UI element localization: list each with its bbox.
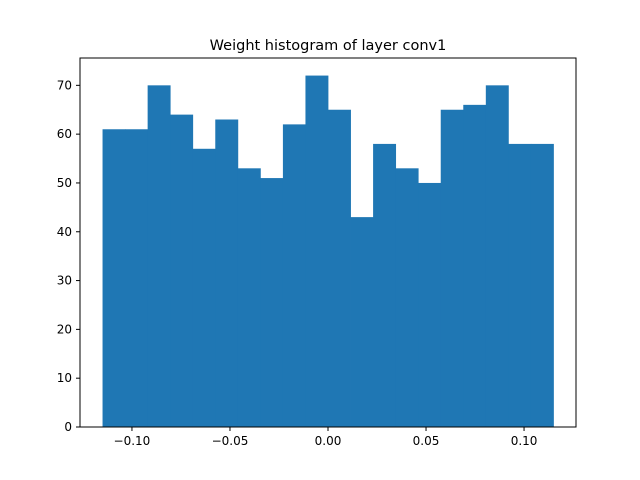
x-tick-label: 0.00	[315, 434, 342, 448]
histogram-bar	[395, 168, 419, 428]
y-tick-label: 10	[57, 371, 72, 385]
histogram-bar	[260, 178, 284, 427]
bars-group	[102, 75, 554, 428]
y-tick-label: 20	[57, 322, 72, 336]
y-axis-ticks: 0 10 20 30 40 50 60 70	[57, 78, 80, 434]
histogram-bar	[463, 104, 487, 427]
histogram-bar	[440, 109, 464, 427]
histogram-bar	[530, 143, 554, 427]
histogram-bar	[282, 124, 306, 427]
histogram-bar	[192, 148, 216, 428]
histogram-bar	[170, 114, 194, 427]
histogram-bar	[147, 85, 171, 427]
x-axis-ticks: −0.10 −0.05 0.00 0.05 0.10	[114, 427, 538, 448]
histogram-bar	[102, 129, 126, 427]
histogram-bar	[418, 182, 442, 427]
histogram-bar	[508, 143, 532, 427]
histogram-bar	[305, 75, 329, 428]
histogram-bar	[328, 109, 351, 427]
histogram-bar	[350, 217, 374, 427]
histogram-bar	[373, 143, 397, 427]
histogram-bar	[485, 85, 509, 427]
y-tick-label: 40	[57, 225, 72, 239]
histogram-bar	[125, 129, 149, 427]
y-tick-label: 70	[57, 78, 72, 92]
x-tick-label: 0.10	[511, 434, 538, 448]
x-tick-label: −0.10	[114, 434, 151, 448]
y-tick-label: 50	[57, 176, 72, 190]
y-tick-label: 30	[57, 274, 72, 288]
x-tick-label: 0.05	[413, 434, 440, 448]
y-tick-label: 60	[57, 127, 72, 141]
histogram-bar	[237, 168, 261, 428]
y-tick-label: 0	[64, 420, 72, 434]
histogram-bar	[215, 119, 239, 427]
x-tick-label: −0.05	[212, 434, 249, 448]
chart-title: Weight histogram of layer conv1	[210, 38, 447, 54]
